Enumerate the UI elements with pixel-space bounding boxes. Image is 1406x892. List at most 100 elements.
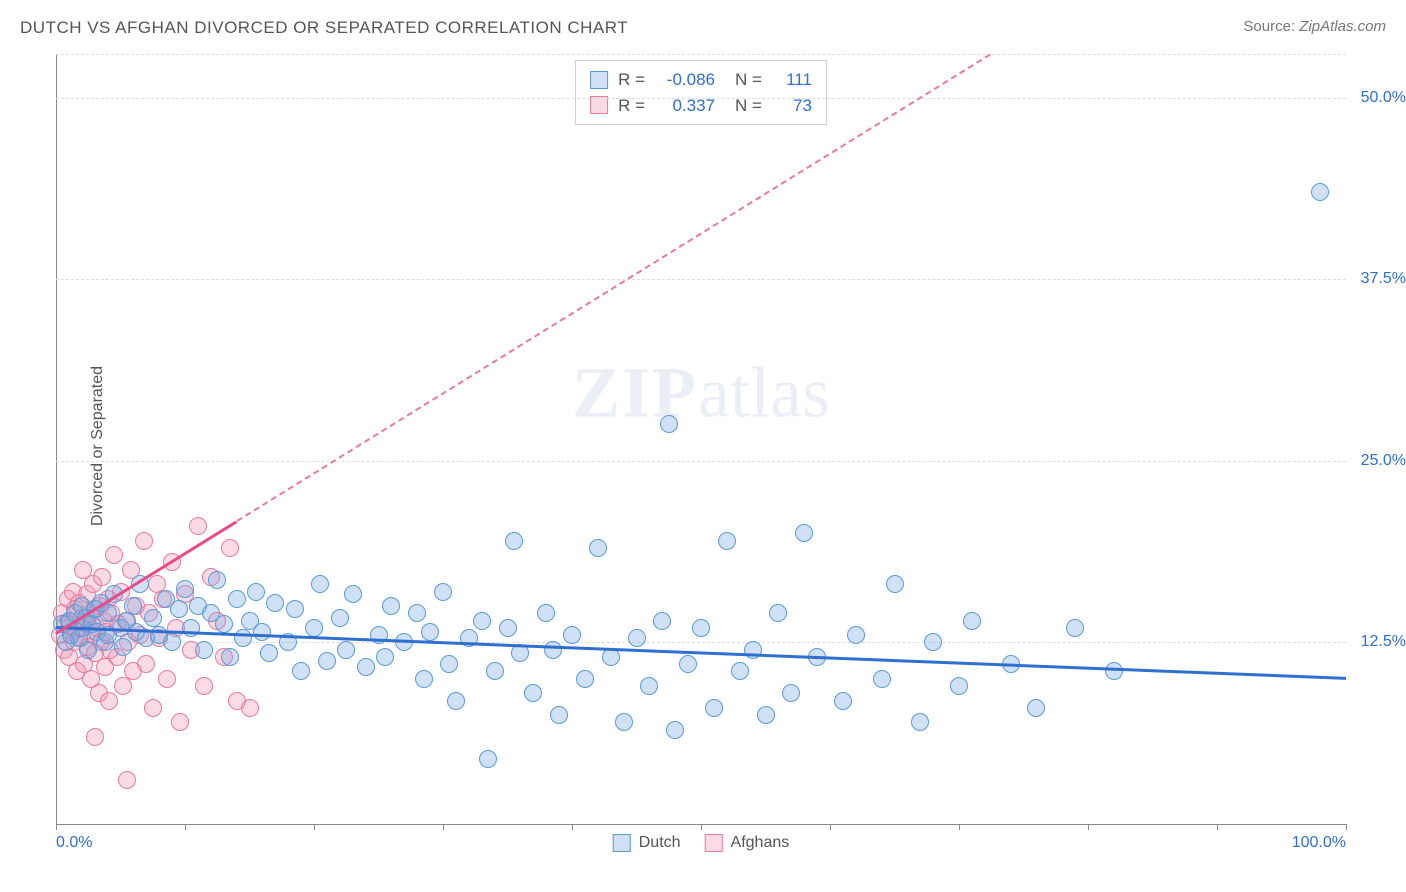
scatter-point xyxy=(228,590,246,608)
scatter-point xyxy=(137,655,155,673)
scatter-point xyxy=(718,532,736,550)
watermark: ZIPatlas xyxy=(572,351,830,434)
scatter-point xyxy=(144,609,162,627)
scatter-point xyxy=(537,604,555,622)
scatter-point xyxy=(376,648,394,666)
x-tick xyxy=(185,824,186,830)
scatter-point xyxy=(834,692,852,710)
x-tick xyxy=(1217,824,1218,830)
scatter-point xyxy=(176,580,194,598)
scatter-point xyxy=(382,597,400,615)
scatter-point xyxy=(234,629,252,647)
scatter-point xyxy=(911,713,929,731)
scatter-point xyxy=(408,604,426,622)
chart-title: DUTCH VS AFGHAN DIVORCED OR SEPARATED CO… xyxy=(20,18,628,38)
scatter-point xyxy=(769,604,787,622)
legend-item: Afghans xyxy=(705,834,790,852)
scatter-point xyxy=(479,750,497,768)
grid-line xyxy=(56,461,1346,462)
scatter-point xyxy=(640,677,658,695)
scatter-point xyxy=(563,626,581,644)
scatter-point xyxy=(795,524,813,542)
scatter-point xyxy=(100,692,118,710)
x-tick xyxy=(1346,824,1347,830)
scatter-point xyxy=(79,641,97,659)
grid-line xyxy=(56,98,1346,99)
scatter-point xyxy=(318,652,336,670)
scatter-point xyxy=(873,670,891,688)
scatter-point xyxy=(447,692,465,710)
scatter-point xyxy=(486,662,504,680)
scatter-point xyxy=(171,713,189,731)
x-tick xyxy=(830,824,831,830)
scatter-point xyxy=(1027,699,1045,717)
stats-value-n: 111 xyxy=(772,67,812,93)
y-axis xyxy=(56,54,57,824)
stats-label-r: R = xyxy=(618,67,645,93)
scatter-point xyxy=(924,633,942,651)
stats-value-n: 73 xyxy=(772,93,812,119)
plot-area: ZIPatlas R =-0.086N =111R =0.337N =73 Du… xyxy=(56,54,1346,824)
stats-row: R =-0.086N =111 xyxy=(590,67,812,93)
stats-legend-box: R =-0.086N =111R =0.337N =73 xyxy=(575,60,827,125)
scatter-point xyxy=(266,594,284,612)
series-swatch xyxy=(590,71,608,89)
scatter-point xyxy=(440,655,458,673)
scatter-point xyxy=(195,641,213,659)
legend-swatch xyxy=(705,834,723,852)
x-tick xyxy=(56,824,57,830)
scatter-point xyxy=(221,648,239,666)
scatter-point xyxy=(950,677,968,695)
scatter-point xyxy=(415,670,433,688)
series-swatch xyxy=(590,96,608,114)
scatter-point xyxy=(628,629,646,647)
scatter-point xyxy=(576,670,594,688)
scatter-point xyxy=(653,612,671,630)
source-value: ZipAtlas.com xyxy=(1299,18,1386,35)
legend-item: Dutch xyxy=(613,834,681,852)
y-tick-label: 50.0% xyxy=(1361,89,1406,107)
grid-line xyxy=(56,54,1346,55)
scatter-point xyxy=(692,619,710,637)
scatter-point xyxy=(135,532,153,550)
grid-line xyxy=(56,279,1346,280)
scatter-point xyxy=(666,721,684,739)
scatter-point xyxy=(886,575,904,593)
scatter-point xyxy=(550,706,568,724)
scatter-point xyxy=(305,619,323,637)
scatter-point xyxy=(963,612,981,630)
y-tick-label: 12.5% xyxy=(1361,633,1406,651)
scatter-point xyxy=(114,638,132,656)
scatter-point xyxy=(524,684,542,702)
scatter-point xyxy=(241,699,259,717)
scatter-point xyxy=(473,612,491,630)
scatter-point xyxy=(86,728,104,746)
scatter-point xyxy=(660,415,678,433)
scatter-point xyxy=(215,615,233,633)
scatter-point xyxy=(357,658,375,676)
scatter-point xyxy=(253,623,271,641)
scatter-point xyxy=(105,546,123,564)
x-tick xyxy=(959,824,960,830)
scatter-point xyxy=(1105,662,1123,680)
source-label: Source: xyxy=(1243,18,1295,35)
scatter-point xyxy=(144,699,162,717)
scatter-point xyxy=(170,600,188,618)
legend-label: Afghans xyxy=(731,834,790,852)
legend-label: Dutch xyxy=(639,834,681,852)
x-tick-label: 0.0% xyxy=(56,834,92,852)
scatter-point xyxy=(195,677,213,695)
stats-label-r: R = xyxy=(618,93,645,119)
y-tick-label: 37.5% xyxy=(1361,270,1406,288)
watermark-bold: ZIP xyxy=(572,352,698,432)
scatter-point xyxy=(158,670,176,688)
scatter-point xyxy=(163,633,181,651)
scatter-point xyxy=(247,583,265,601)
scatter-point xyxy=(331,609,349,627)
scatter-point xyxy=(615,713,633,731)
scatter-point xyxy=(189,517,207,535)
scatter-point xyxy=(434,583,452,601)
scatter-point xyxy=(118,771,136,789)
scatter-point xyxy=(344,585,362,603)
x-tick xyxy=(701,824,702,830)
